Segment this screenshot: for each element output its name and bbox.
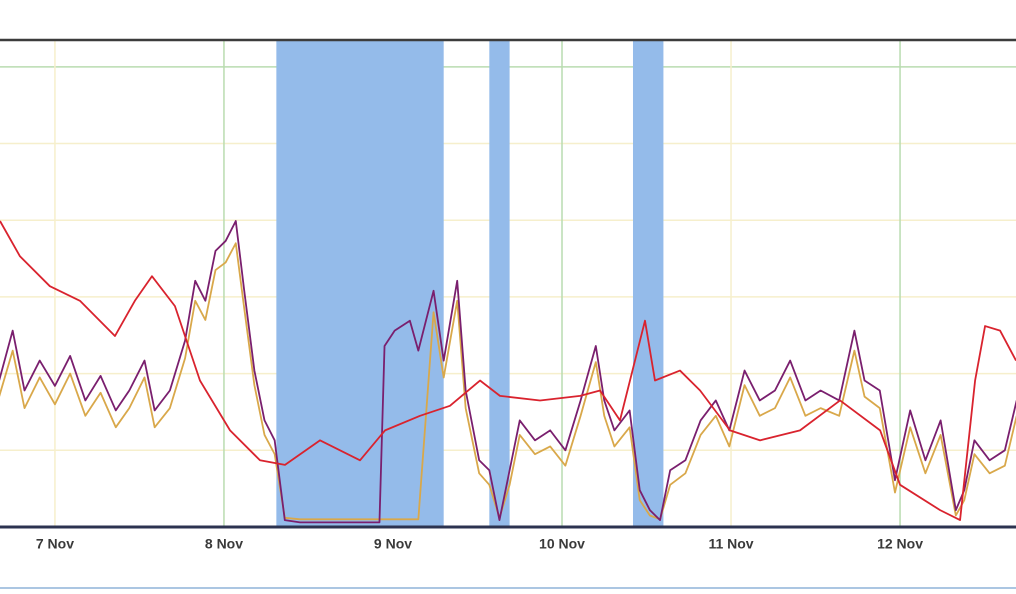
x-tick-label: 11 Nov: [708, 536, 753, 552]
shaded-region: [489, 40, 510, 527]
x-tick-label: 12 Nov: [877, 536, 923, 552]
x-tick-label: 10 Nov: [539, 536, 585, 552]
shaded-regions: [276, 40, 664, 527]
x-tick-label: 7 Nov: [36, 536, 74, 552]
series-line: [0, 242, 1016, 521]
shaded-region: [632, 40, 664, 527]
x-tick-label: 8 Nov: [205, 536, 243, 552]
x-tick-labels: 7 Nov 8 Nov 9 Nov 10 Nov 11 Nov 12 Nov: [36, 536, 923, 552]
x-tick-label: 9 Nov: [374, 536, 412, 552]
shaded-region: [276, 40, 444, 527]
series-line: [0, 220, 1016, 524]
series-line: [0, 220, 1016, 521]
lines: [0, 220, 1016, 524]
